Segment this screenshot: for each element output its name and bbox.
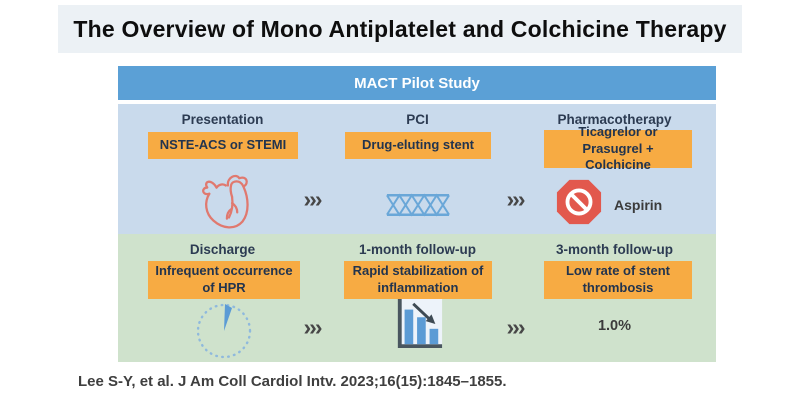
triple-chevron-arrow: ››› — [303, 314, 323, 340]
followup-phase-section: Discharge 1-month follow-up 3-month foll… — [118, 234, 716, 362]
three-month-followup-label: 3-month follow-up — [556, 242, 673, 257]
citation: Lee S-Y, et al. J Am Coll Cardiol Intv. … — [78, 373, 507, 390]
presentation-label: Presentation — [181, 112, 264, 127]
pci-highlight-box: Drug-eluting stent — [345, 132, 491, 159]
discharge-label: Discharge — [189, 242, 256, 257]
heart-icon — [200, 170, 260, 237]
triple-chevron-arrow: ››› — [506, 314, 526, 340]
discharge-highlight-box: Infrequent occurrence of HPR — [148, 261, 300, 299]
aspirin-caption: Aspirin — [614, 196, 663, 213]
pharmacotherapy-label: Pharmacotherapy — [557, 112, 672, 127]
no-aspirin-icon — [555, 178, 603, 231]
pharmacotherapy-highlight-box: Ticagrelor or Prasugrel + Colchicine — [544, 124, 692, 172]
pci-label: PCI — [406, 112, 429, 127]
triple-chevron-arrow: ››› — [506, 186, 526, 212]
triple-chevron-arrow: ››› — [303, 186, 323, 212]
one-month-followup-label: 1-month follow-up — [359, 242, 476, 257]
no-aspirin-group: Aspirin — [555, 178, 662, 231]
three-month-highlight-box: Low rate of stent thrombosis — [544, 261, 692, 299]
gauge-icon — [193, 298, 255, 365]
study-header-label: MACT Pilot Study — [354, 74, 480, 92]
study-header-bar: MACT Pilot Study — [118, 66, 716, 100]
presentation-highlight-box: NSTE-ACS or STEMI — [148, 132, 298, 159]
acute-phase-section: Presentation PCI Pharmacotherapy NSTE-AC… — [118, 104, 716, 234]
one-month-highlight-box: Rapid stabilization of inflammation — [344, 261, 492, 299]
stent-thrombosis-rate: 1.0% — [597, 318, 632, 334]
declining-bar-chart-icon — [394, 296, 444, 357]
stent-icon — [385, 192, 451, 223]
page-title: The Overview of Mono Antiplatelet and Co… — [73, 15, 727, 42]
title-banner: The Overview of Mono Antiplatelet and Co… — [58, 5, 742, 53]
